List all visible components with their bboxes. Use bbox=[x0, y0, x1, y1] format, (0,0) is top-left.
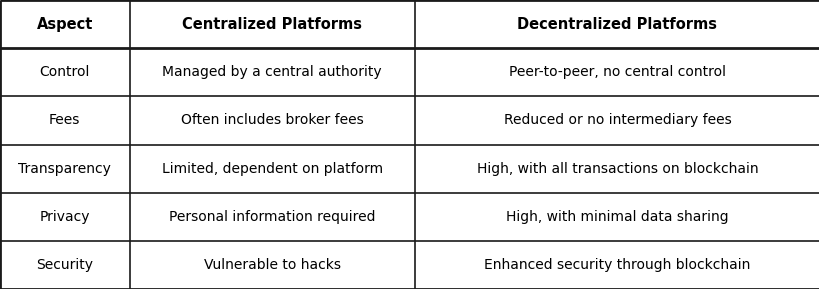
Bar bbox=[129, 96, 414, 144]
Bar bbox=[0, 48, 129, 96]
Text: Centralized Platforms: Centralized Platforms bbox=[182, 16, 362, 32]
Bar bbox=[0, 144, 129, 193]
Text: Reduced or no intermediary fees: Reduced or no intermediary fees bbox=[503, 113, 731, 127]
Bar bbox=[129, 193, 414, 241]
Bar bbox=[414, 193, 819, 241]
Bar bbox=[414, 48, 819, 96]
Text: Personal information required: Personal information required bbox=[169, 210, 375, 224]
Text: High, with all transactions on blockchain: High, with all transactions on blockchai… bbox=[476, 162, 758, 176]
Bar bbox=[414, 144, 819, 193]
Text: Decentralized Platforms: Decentralized Platforms bbox=[517, 16, 717, 32]
Bar bbox=[0, 241, 129, 289]
Text: Often includes broker fees: Often includes broker fees bbox=[181, 113, 363, 127]
Text: Fees: Fees bbox=[49, 113, 80, 127]
Text: Aspect: Aspect bbox=[37, 16, 93, 32]
Bar bbox=[0, 96, 129, 144]
Bar bbox=[414, 0, 819, 48]
Text: Limited, dependent on platform: Limited, dependent on platform bbox=[161, 162, 382, 176]
Bar bbox=[129, 241, 414, 289]
Text: Privacy: Privacy bbox=[39, 210, 90, 224]
Bar bbox=[0, 0, 129, 48]
Text: Peer-to-peer, no central control: Peer-to-peer, no central control bbox=[509, 65, 725, 79]
Bar bbox=[414, 96, 819, 144]
Text: Transparency: Transparency bbox=[18, 162, 111, 176]
Text: Security: Security bbox=[36, 258, 93, 272]
Bar bbox=[129, 144, 414, 193]
Bar bbox=[129, 0, 414, 48]
Text: Managed by a central authority: Managed by a central authority bbox=[162, 65, 382, 79]
Bar bbox=[0, 193, 129, 241]
Text: Control: Control bbox=[39, 65, 90, 79]
Text: High, with minimal data sharing: High, with minimal data sharing bbox=[505, 210, 728, 224]
Text: Enhanced security through blockchain: Enhanced security through blockchain bbox=[484, 258, 749, 272]
Text: Vulnerable to hacks: Vulnerable to hacks bbox=[203, 258, 341, 272]
Bar bbox=[414, 241, 819, 289]
Bar bbox=[129, 48, 414, 96]
